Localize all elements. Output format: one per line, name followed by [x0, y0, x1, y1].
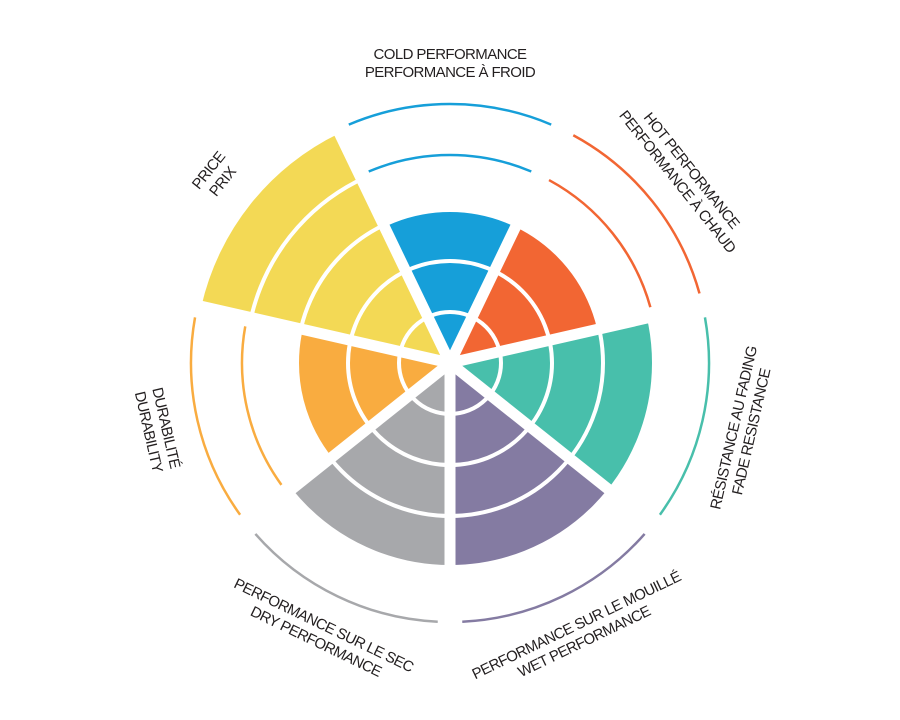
sector-wedge	[383, 210, 517, 363]
category-label: RÉSISTANCE AU FADINGFADE RESISTANCE	[707, 345, 778, 516]
sector-gap	[446, 358, 669, 539]
level-outline-arc	[254, 533, 438, 623]
sector-gap	[445, 112, 575, 366]
sector-4	[254, 363, 450, 623]
sector-0	[348, 102, 552, 363]
category-label: PERFORMANCE SUR LE SECDRY PERFORMANCE	[223, 575, 416, 692]
level-outline-arc	[548, 178, 652, 308]
level-outline-arc	[658, 317, 711, 516]
sector-wedge	[296, 328, 450, 459]
sector-3	[450, 363, 646, 623]
sector-gap	[448, 296, 720, 369]
sector-gap	[180, 296, 452, 369]
level-outline-arc	[240, 326, 283, 486]
level-outline-arc	[462, 533, 646, 623]
sector-wedge	[450, 363, 610, 567]
level-outline-arc	[189, 317, 242, 516]
sector-wedge	[201, 133, 450, 363]
category-label: PRICEPRIX	[189, 148, 243, 204]
label-line-1: PERFORMANCE SUR LE MOUILLÉ	[469, 568, 684, 683]
sector-gap	[231, 358, 454, 539]
category-label: DURABILITÉDURABILITY	[131, 386, 184, 475]
label-line-1: HOT PERFORMANCE	[640, 109, 743, 232]
category-label: COLD PERFORMANCE PERFORMANCE À FROID	[365, 46, 536, 81]
level-outline-arc	[368, 153, 532, 173]
sector-5	[189, 317, 450, 516]
sector-wedge	[290, 363, 450, 567]
sector-gap	[325, 112, 455, 366]
sector-6	[201, 133, 450, 363]
level-outline-arc	[572, 134, 701, 294]
category-label: HOT PERFORMANCEPERFORMANCE À CHAUD	[615, 96, 753, 257]
label-line-1: COLD PERFORMANCE	[374, 46, 528, 63]
label-line-2: PERFORMANCE À FROID	[365, 64, 536, 81]
level-outline-arc	[348, 102, 552, 126]
